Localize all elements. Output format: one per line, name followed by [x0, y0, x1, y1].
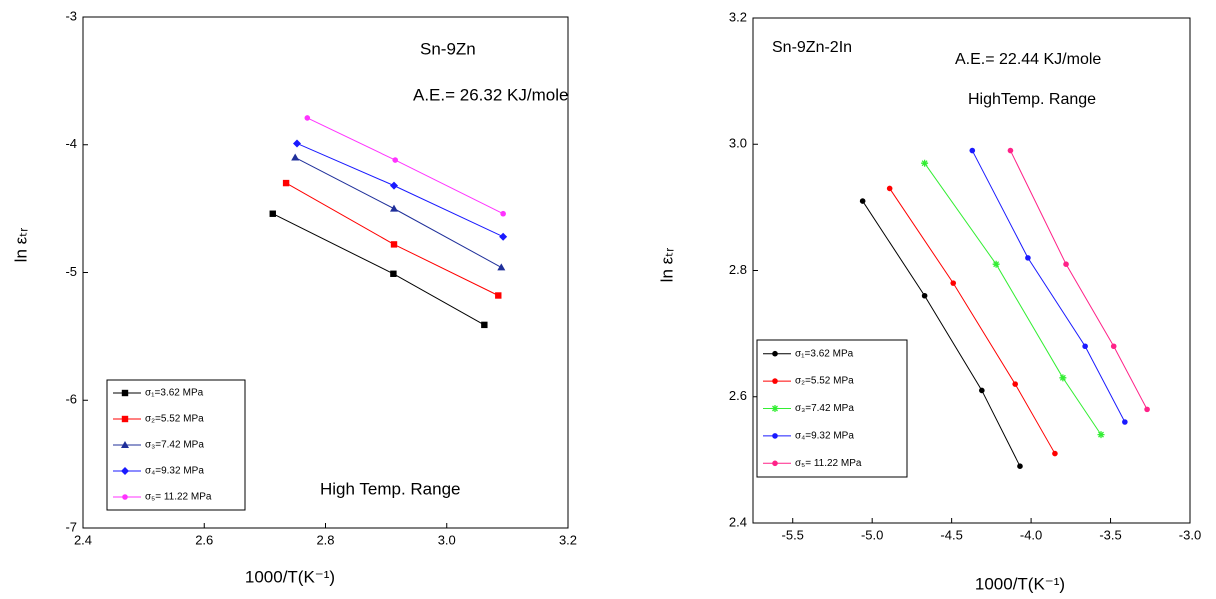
- marker: [1122, 419, 1128, 425]
- series-line: [971, 150, 1126, 423]
- marker: [291, 153, 300, 161]
- x-tick-label: -3.5: [1099, 527, 1121, 542]
- y-tick-label: 2.8: [729, 262, 747, 277]
- legend-marker: [772, 378, 778, 384]
- marker: [1110, 343, 1117, 350]
- series-line: [889, 188, 1056, 454]
- x-tick-label: 3.0: [438, 532, 456, 547]
- marker: [1063, 261, 1069, 267]
- marker: [390, 204, 399, 212]
- marker: [390, 241, 398, 248]
- marker: [481, 321, 488, 329]
- legend-marker: [772, 350, 778, 357]
- marker: [886, 185, 893, 192]
- y-tick-label: 3.2: [729, 9, 747, 24]
- marker: [992, 260, 1000, 268]
- marker: [390, 181, 399, 190]
- y-tick-label: 2.4: [729, 514, 747, 529]
- marker: [969, 147, 976, 154]
- marker: [950, 280, 957, 286]
- legend-marker: [121, 467, 129, 475]
- legend-marker: [121, 389, 129, 397]
- series-line: [862, 200, 1021, 467]
- y-tick-label: -3: [65, 8, 77, 23]
- marker: [1082, 343, 1088, 350]
- series-line: [1009, 150, 1148, 410]
- marker: [497, 263, 506, 271]
- annotation: A.E.= 26.32 KJ/mole: [413, 85, 568, 104]
- series-line: [296, 143, 504, 238]
- x-tick-label: -4.5: [940, 527, 962, 542]
- legend-marker: [771, 405, 779, 412]
- y-tick-label: -4: [65, 136, 77, 151]
- annotation: Sn-9Zn: [420, 39, 476, 58]
- legend-label: σ₂=5.52 MPa: [795, 376, 854, 387]
- x-tick-label: -3.0: [1179, 527, 1201, 542]
- y-tick-label: -5: [65, 264, 77, 279]
- marker: [282, 179, 290, 187]
- marker: [921, 292, 928, 299]
- series-line: [272, 213, 485, 326]
- legend-marker: [121, 415, 129, 423]
- legend-marker: [121, 441, 129, 448]
- legend-label: σ₅= 11.22 MPa: [795, 458, 862, 469]
- y-axis-label: ln εₜᵣ: [11, 228, 30, 263]
- annotation: A.E.= 22.44 KJ/mole: [955, 51, 1101, 68]
- legend-label: σ₄=9.32 MPa: [145, 466, 204, 477]
- marker: [1007, 147, 1014, 154]
- series-line: [307, 117, 504, 215]
- legend-label: σ₃=7.42 MPa: [795, 403, 854, 414]
- marker: [392, 157, 399, 163]
- marker: [269, 210, 276, 217]
- series-line: [294, 157, 502, 268]
- legend-label: σ₄=9.32 MPa: [795, 431, 854, 442]
- marker: [1144, 406, 1150, 413]
- marker: [921, 159, 929, 167]
- marker: [979, 387, 985, 394]
- x-tick-label: -5.5: [782, 527, 804, 542]
- x-axis-label: 1000/T(K⁻¹): [975, 574, 1065, 593]
- legend-label: σ₁=3.62 MPa: [795, 348, 854, 359]
- marker: [1012, 381, 1018, 387]
- x-tick-label: 2.6: [195, 532, 213, 547]
- x-tick-label: -4.0: [1020, 527, 1042, 542]
- x-tick-label: 2.8: [316, 532, 334, 547]
- marker: [1097, 431, 1105, 439]
- marker: [1052, 450, 1058, 457]
- marker: [1025, 255, 1031, 261]
- annotation: HighTemp. Range: [968, 91, 1096, 108]
- marker: [1017, 463, 1023, 469]
- legend-label: σ₃=7.42 MPa: [145, 440, 204, 451]
- legend-marker: [772, 433, 778, 439]
- y-tick-label: 2.6: [729, 388, 747, 403]
- marker: [495, 292, 502, 299]
- legend-label: σ₂=5.52 MPa: [145, 414, 204, 425]
- marker: [304, 115, 311, 121]
- x-axis-label: 1000/T(K⁻¹): [245, 567, 335, 586]
- y-tick-label: -7: [65, 519, 77, 534]
- marker: [1059, 374, 1067, 382]
- annotation: High Temp. Range: [320, 479, 461, 498]
- marker: [499, 232, 508, 241]
- annotation: Sn-9Zn-2In: [772, 39, 852, 56]
- y-axis-label: ln εₜᵣ: [657, 248, 676, 283]
- y-tick-label: 3.0: [729, 136, 747, 151]
- series-line: [924, 162, 1102, 435]
- marker: [859, 198, 866, 204]
- x-tick-label: 3.2: [559, 532, 577, 547]
- legend-marker: [772, 460, 778, 467]
- legend-marker: [122, 494, 128, 500]
- series-line: [285, 182, 499, 296]
- legend-label: σ₅= 11.22 MPa: [145, 492, 212, 503]
- marker: [500, 210, 506, 217]
- x-tick-label: -5.0: [861, 527, 883, 542]
- marker: [390, 270, 397, 277]
- y-tick-label: -6: [65, 392, 77, 407]
- x-tick-label: 2.4: [74, 532, 92, 547]
- legend-label: σ₁=3.62 MPa: [145, 388, 204, 399]
- marker: [293, 139, 302, 148]
